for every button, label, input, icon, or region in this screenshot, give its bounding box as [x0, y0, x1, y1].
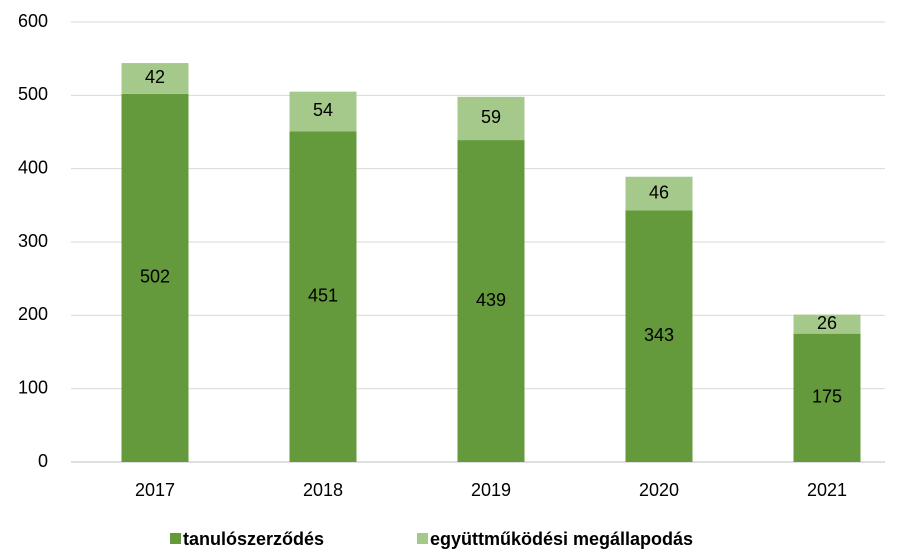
- data-label: 343: [644, 325, 674, 345]
- data-label: 451: [308, 285, 338, 305]
- data-label: 54: [313, 100, 333, 120]
- bar-segment: [625, 210, 693, 462]
- x-tick-label: 2019: [471, 480, 511, 500]
- data-label: 439: [476, 290, 506, 310]
- y-tick-label: 600: [18, 11, 48, 31]
- x-tick-label: 2017: [135, 480, 175, 500]
- bar-segment: [793, 333, 861, 462]
- bar-segment: [625, 176, 693, 211]
- bar-segment: [289, 131, 357, 462]
- y-tick-label: 100: [18, 377, 48, 397]
- data-label: 59: [481, 107, 501, 127]
- legend-swatch: [170, 533, 181, 544]
- bar-segment: [121, 93, 189, 462]
- data-label: 175: [812, 387, 842, 407]
- x-tick-label: 2020: [639, 480, 679, 500]
- data-label: 42: [145, 67, 165, 87]
- data-label: 26: [817, 313, 837, 333]
- legend-swatch: [417, 533, 428, 544]
- legend-label: együttműködési megállapodás: [430, 529, 693, 549]
- bar-segment: [457, 96, 525, 141]
- bar-segment: [121, 63, 189, 94]
- y-tick-label: 0: [38, 451, 48, 471]
- y-tick-label: 300: [18, 231, 48, 251]
- y-tick-label: 500: [18, 84, 48, 104]
- x-tick-label: 2021: [807, 480, 847, 500]
- x-tick-label: 2018: [303, 480, 343, 500]
- legend-label: tanulószerződés: [183, 529, 324, 549]
- data-label: 46: [649, 182, 669, 202]
- bar-segment: [289, 91, 357, 132]
- bar-segment: [457, 140, 525, 463]
- legend: tanulószerződés együttműködési megállapod…: [170, 529, 693, 549]
- y-tick-label: 400: [18, 157, 48, 177]
- y-tick-label: 200: [18, 304, 48, 324]
- data-label: 502: [140, 267, 170, 287]
- bar-segment: [793, 314, 861, 334]
